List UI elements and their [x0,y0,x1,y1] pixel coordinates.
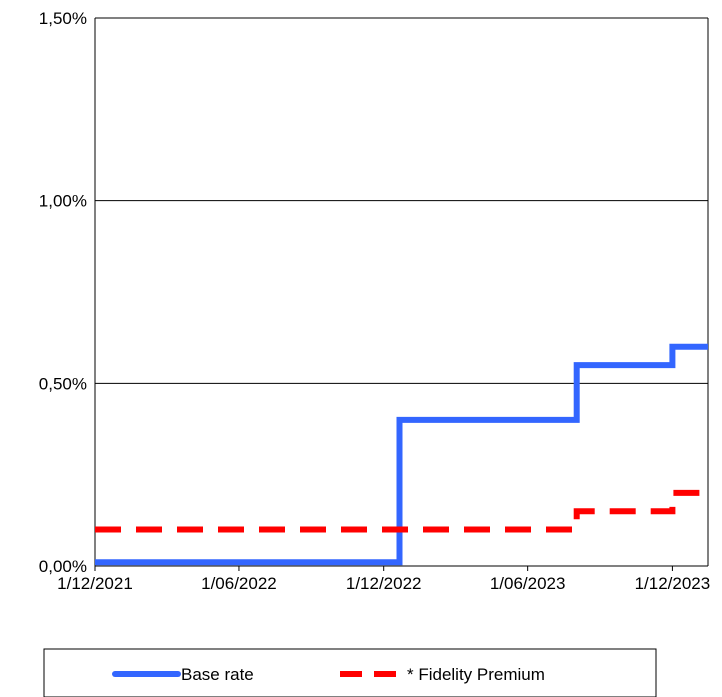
x-tick-label: 1/12/2022 [346,574,422,593]
legend: Base rate * Fidelity Premium [43,648,657,697]
y-tick-label: 1,00% [39,192,87,211]
y-tick-label: 1,50% [39,9,87,28]
x-tick-label: 1/06/2023 [490,574,566,593]
x-ticks: 1/12/2021 1/06/2022 1/12/2022 1/06/2023 1/12… [57,566,710,593]
series [95,343,708,566]
y-tick-label: 0,50% [39,374,87,393]
series-line-fidelity-premium [95,489,708,533]
x-tick-label: 1/06/2022 [201,574,277,593]
series-line-base-rate [95,343,708,566]
x-tick-label: 1/12/2023 [635,574,711,593]
y-ticks: 0,00% 0,50% 1,00% 1,50% [39,9,87,576]
legend-label-base-rate: Base rate [181,665,254,684]
legend-label-fidelity-premium: * Fidelity Premium [407,665,545,684]
x-tick-label: 1/12/2021 [57,574,133,593]
y-tick-label: 0,00% [39,557,87,576]
